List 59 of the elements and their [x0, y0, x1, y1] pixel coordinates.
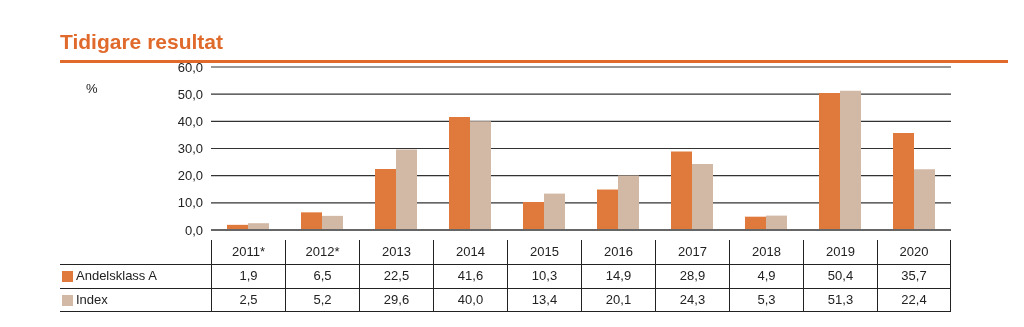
- x-tick-label: 2020: [877, 240, 951, 264]
- bar: [301, 212, 322, 230]
- data-label: 6,5: [285, 264, 359, 288]
- bar: [597, 189, 618, 230]
- bar: [449, 116, 470, 230]
- y-tick-label: 60,0: [177, 59, 203, 75]
- bar: [766, 215, 787, 230]
- data-label: 51,3: [803, 288, 877, 312]
- bar: [692, 163, 713, 230]
- bar: [819, 93, 840, 230]
- data-label: 5,3: [729, 288, 803, 312]
- x-tick-label: 2018: [729, 240, 803, 264]
- data-label: 10,3: [507, 264, 581, 288]
- data-label: 14,9: [581, 264, 655, 288]
- y-tick-label: 20,0: [177, 168, 203, 184]
- data-label: 20,1: [581, 288, 655, 312]
- data-label: 40,0: [433, 288, 507, 312]
- bar: [840, 90, 861, 230]
- text: %: [86, 81, 98, 96]
- y-tick-label: 10,0: [177, 195, 203, 211]
- y-tick-label: 40,0: [177, 113, 203, 129]
- x-tick-label: 2013: [359, 240, 433, 264]
- x-tick-label: 2014: [433, 240, 507, 264]
- x-tick-label: 2017: [655, 240, 729, 264]
- data-label: 22,4: [877, 288, 951, 312]
- y-tick-label: 0,0: [184, 222, 203, 238]
- bar: [396, 149, 417, 230]
- data-label: 35,7: [877, 264, 951, 288]
- data-label: 29,6: [359, 288, 433, 312]
- data-label: 13,4: [507, 288, 581, 312]
- bar: [544, 193, 565, 230]
- bar: [893, 133, 914, 230]
- chart-title: Tidigare resultat: [60, 30, 223, 54]
- legend-label: Index: [76, 291, 108, 309]
- data-label: 1,9: [211, 264, 285, 288]
- bar: [671, 151, 692, 230]
- x-tick-label: 2012*: [285, 240, 359, 264]
- bar: [618, 175, 639, 230]
- x-tick-label: 2019: [803, 240, 877, 264]
- data-label: 2,5: [211, 288, 285, 312]
- y-tick-label: 30,0: [177, 141, 203, 157]
- data-label: 50,4: [803, 264, 877, 288]
- data-label: 28,9: [655, 264, 729, 288]
- data-label: 24,3: [655, 288, 729, 312]
- bar: [523, 202, 544, 230]
- data-label: 41,6: [433, 264, 507, 288]
- x-tick-label: 2011*: [211, 240, 285, 264]
- bar: [375, 168, 396, 230]
- bar: [322, 215, 343, 230]
- bar: [914, 169, 935, 230]
- y-tick-label: 50,0: [177, 86, 203, 102]
- data-label: 4,9: [729, 264, 803, 288]
- x-tick-label: 2016: [581, 240, 655, 264]
- data-label: 5,2: [285, 288, 359, 312]
- data-label: 22,5: [359, 264, 433, 288]
- bar: [470, 121, 491, 230]
- bar: [745, 216, 766, 230]
- x-tick-label: 2015: [507, 240, 581, 264]
- legend-label: Andelsklass A: [76, 267, 157, 285]
